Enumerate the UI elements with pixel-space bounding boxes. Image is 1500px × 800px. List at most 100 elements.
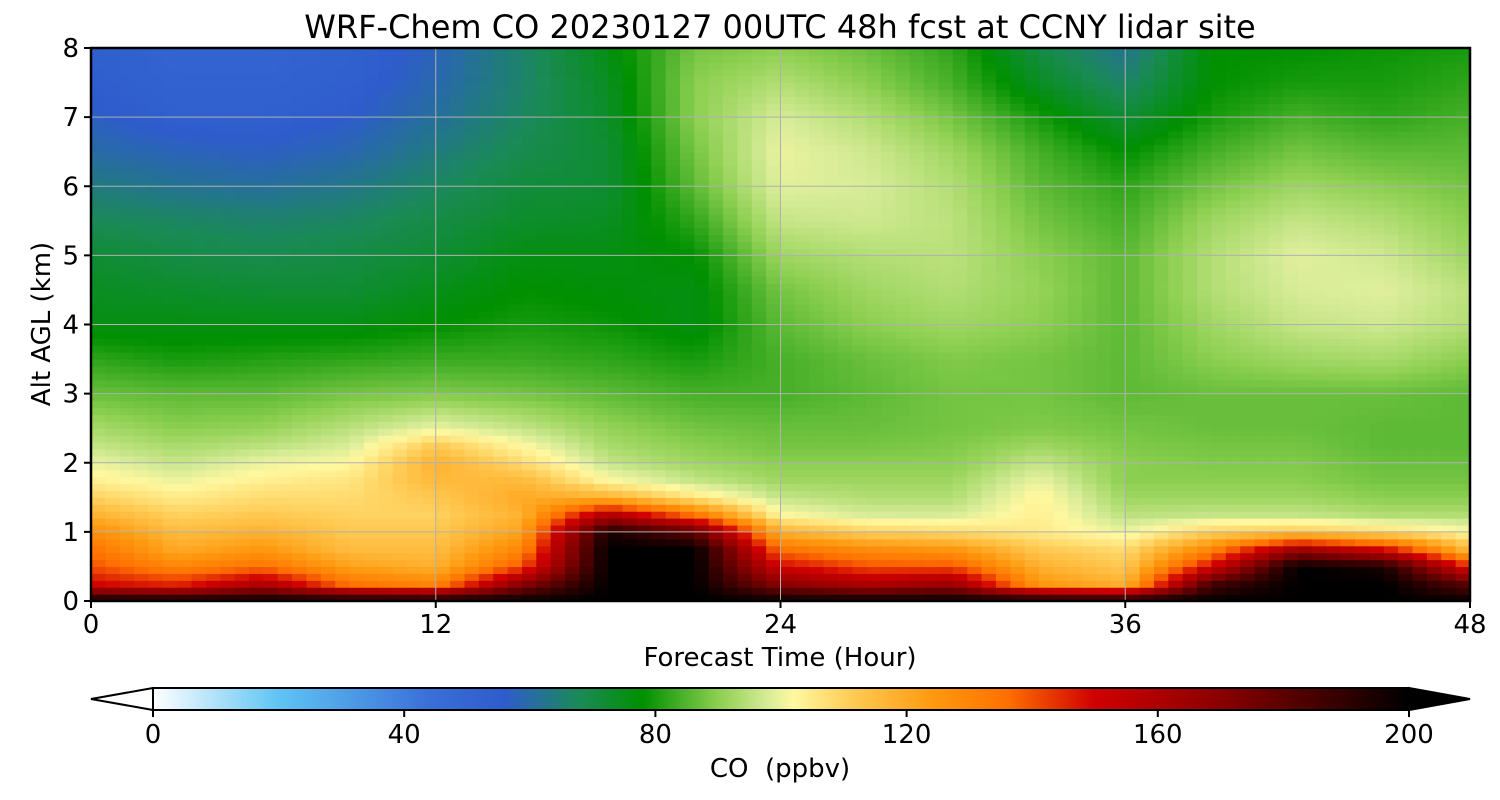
field-cell	[550, 504, 566, 512]
field-cell	[679, 393, 695, 402]
field-cell	[1067, 476, 1083, 485]
field-cell	[708, 331, 724, 339]
field-cell	[837, 552, 853, 561]
field-cell	[1139, 338, 1155, 346]
field-cell	[924, 573, 940, 581]
field-cell	[723, 552, 739, 561]
field-cell	[1182, 310, 1198, 319]
field-cell	[1168, 518, 1184, 526]
field-cell	[881, 462, 897, 471]
field-cell	[435, 283, 451, 291]
field-cell	[1340, 352, 1356, 360]
field-cell	[952, 580, 968, 588]
field-cell	[421, 400, 437, 409]
field-cell	[565, 407, 580, 415]
field-cell	[651, 400, 667, 409]
field-cell	[392, 317, 408, 326]
field-cell	[895, 511, 911, 519]
field-cell	[1369, 317, 1385, 326]
field-cell	[1024, 289, 1040, 298]
field-cell	[651, 372, 667, 381]
field-cell	[895, 524, 911, 533]
field-cell	[924, 331, 940, 339]
field-cell	[450, 248, 466, 256]
field-cell	[881, 428, 897, 436]
field-cell	[177, 317, 193, 326]
field-cell	[1197, 511, 1213, 519]
field-cell	[1082, 269, 1098, 277]
field-cell	[335, 310, 351, 319]
field-cell	[1326, 352, 1342, 360]
field-cell	[1168, 255, 1184, 263]
field-cell	[263, 296, 279, 305]
field-cell	[708, 352, 724, 360]
field-cell	[1268, 476, 1284, 485]
field-cell	[1311, 435, 1327, 443]
field-cell	[205, 490, 221, 498]
field-cell	[1153, 379, 1169, 388]
field-cell	[1010, 580, 1026, 588]
field-cell	[191, 310, 207, 319]
field-cell	[191, 303, 207, 312]
field-cell	[1268, 428, 1284, 436]
field-cell	[967, 276, 983, 284]
field-cell	[1125, 511, 1141, 519]
field-cell	[1268, 594, 1284, 601]
field-cell	[780, 497, 796, 505]
field-cell	[608, 324, 624, 333]
field-cell	[134, 386, 150, 395]
field-cell	[464, 455, 480, 464]
field-cell	[493, 310, 509, 319]
field-cell	[1398, 296, 1414, 305]
field-cell	[478, 407, 494, 415]
field-cell	[852, 407, 868, 415]
field-cell	[335, 566, 351, 574]
field-cell	[737, 462, 753, 471]
field-cell	[105, 455, 121, 464]
field-cell	[981, 421, 997, 429]
field-cell	[1067, 386, 1083, 395]
field-cell	[866, 524, 882, 533]
field-cell	[478, 566, 494, 574]
field-cell	[1211, 386, 1227, 395]
field-cell	[1197, 241, 1213, 250]
field-cell	[435, 317, 451, 326]
field-cell	[191, 462, 207, 471]
field-cell	[909, 428, 925, 436]
field-cell	[306, 345, 322, 353]
field-cell	[91, 455, 106, 464]
field-cell	[1096, 504, 1112, 512]
field-cell	[579, 538, 595, 547]
field-cell	[909, 497, 925, 505]
field-cell	[1110, 241, 1126, 250]
field-cell	[593, 386, 609, 395]
field-cell	[1110, 518, 1126, 526]
field-cell	[995, 483, 1011, 491]
field-cell	[1455, 580, 1470, 588]
field-cell	[450, 497, 466, 505]
field-cell	[651, 338, 667, 346]
field-cell	[1039, 365, 1055, 374]
field-cell	[1311, 504, 1327, 512]
field-cell	[780, 435, 796, 443]
field-cell	[1369, 289, 1385, 298]
field-cell	[1297, 352, 1313, 360]
field-cell	[507, 303, 523, 312]
field-cell	[450, 587, 466, 595]
field-cell	[751, 372, 767, 381]
field-cell	[823, 587, 839, 595]
field-cell	[823, 352, 839, 360]
field-cell	[651, 414, 667, 422]
field-cell	[421, 303, 437, 312]
field-cell	[234, 414, 250, 422]
field-cell	[909, 476, 925, 485]
field-cell	[1240, 455, 1256, 464]
field-cell	[421, 587, 437, 595]
field-cell	[1283, 241, 1299, 250]
field-cell	[608, 421, 624, 429]
field-cell	[1369, 428, 1385, 436]
field-cell	[938, 483, 954, 491]
field-cell	[1225, 386, 1241, 395]
field-cell	[909, 469, 925, 478]
field-cell	[766, 310, 782, 319]
